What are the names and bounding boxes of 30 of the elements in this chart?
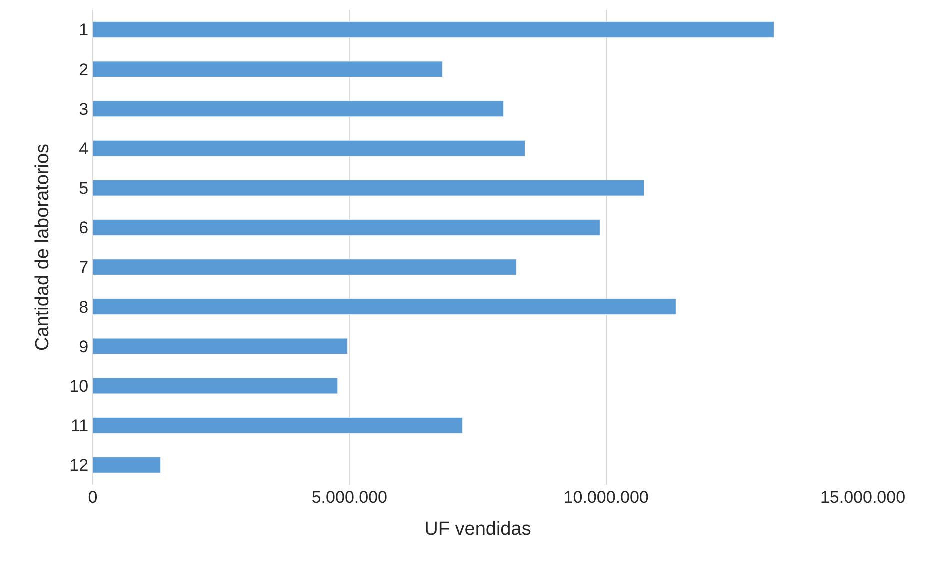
y-tick-label: 8 (79, 298, 89, 317)
bar (93, 180, 645, 196)
bar (93, 338, 348, 355)
y-tick-label: 3 (79, 100, 89, 119)
y-tick-label: 6 (79, 218, 89, 238)
y-tick-label: 7 (79, 258, 89, 278)
y-tick-label: 10 (70, 376, 89, 396)
bar (93, 61, 443, 78)
y-tick-label: 5 (79, 179, 89, 198)
y-axis-title: Cantidad de laboratorios (32, 144, 54, 352)
bar (93, 298, 676, 316)
x-axis-title: UF vendidas (424, 518, 532, 540)
y-tick-label: 1 (79, 20, 89, 40)
x-tick-label: 0 (88, 488, 98, 507)
y-tick-label: 12 (70, 456, 89, 476)
bar (93, 220, 600, 236)
bar (93, 140, 526, 157)
y-tick-label: 9 (79, 337, 89, 356)
bar (93, 100, 504, 118)
bar (93, 457, 162, 474)
bar (93, 417, 463, 434)
x-tick-label: 5.000.000 (312, 488, 388, 507)
y-tick-label: 11 (70, 416, 89, 436)
y-tick-label: 2 (79, 60, 89, 80)
x-tick-label: 10.000.000 (564, 488, 649, 507)
x-tick-label: 15.000.000 (820, 488, 906, 507)
bar (93, 259, 517, 276)
bar (93, 378, 338, 394)
bar (93, 22, 774, 38)
y-tick-label: 4 (79, 139, 89, 158)
